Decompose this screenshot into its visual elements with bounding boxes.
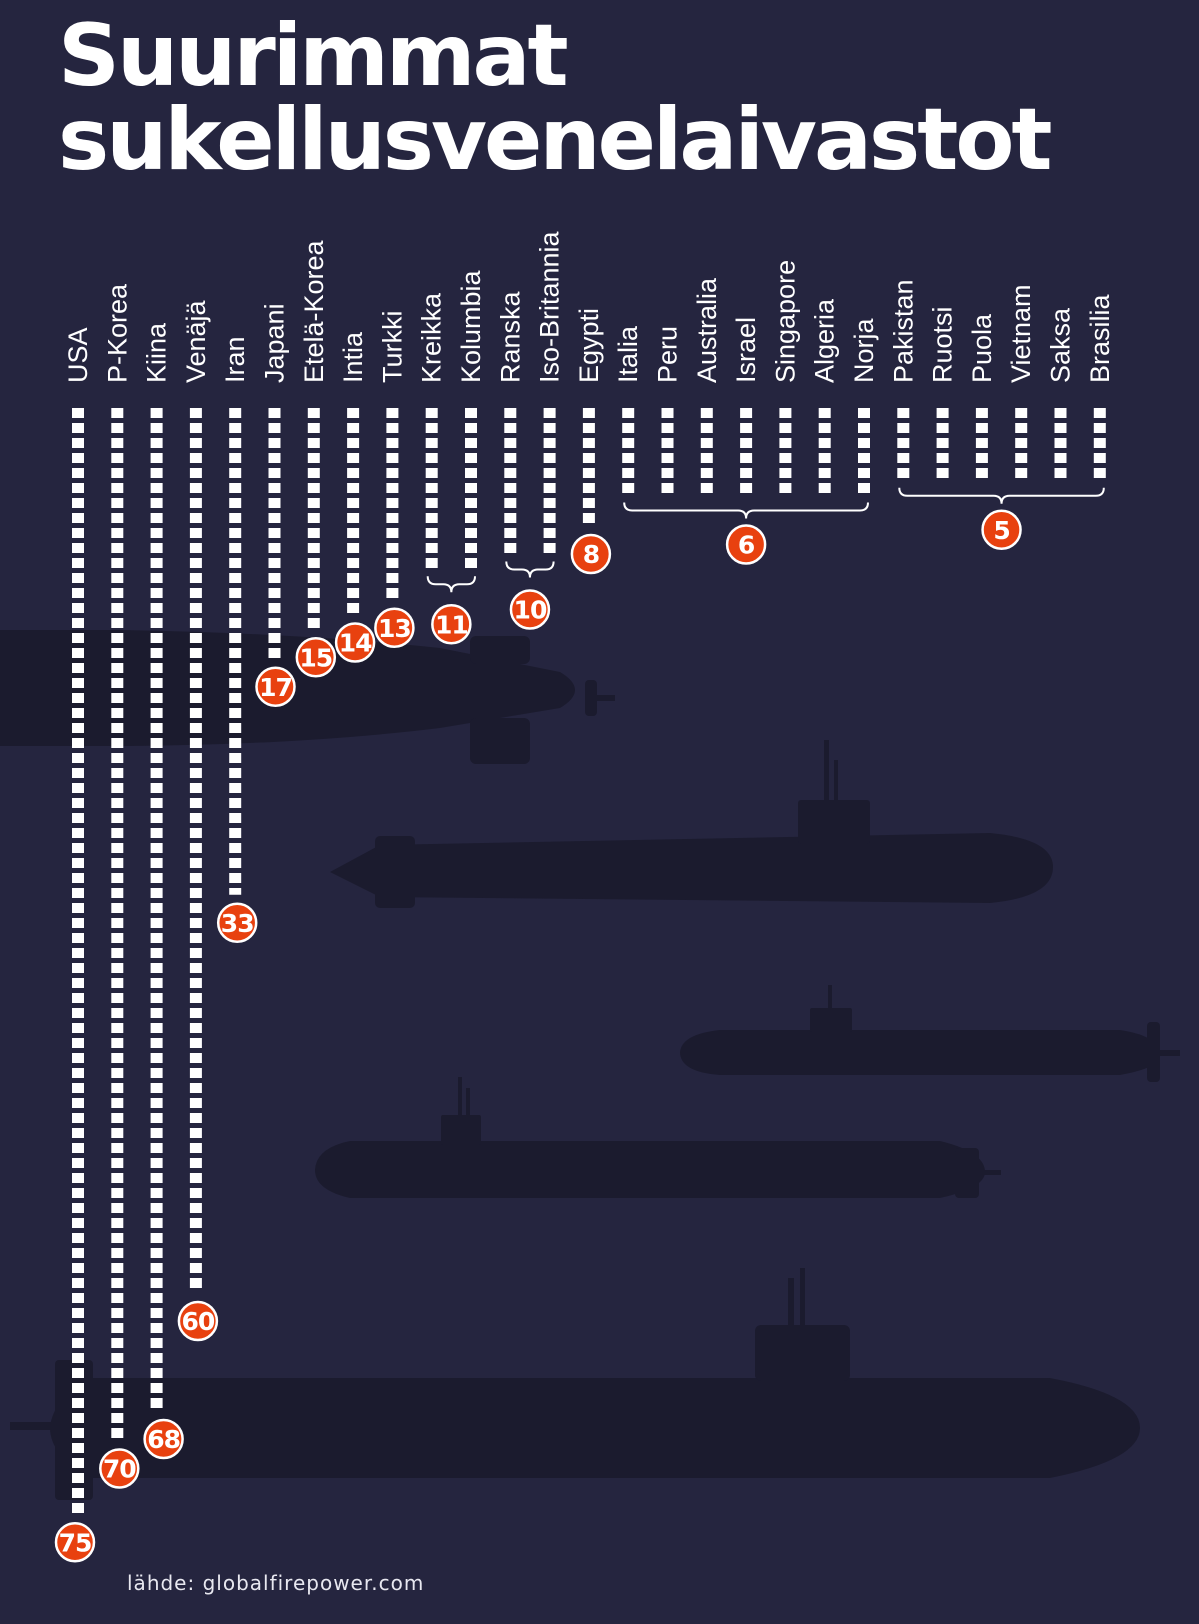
value-badge: 14: [334, 622, 376, 663]
badge-value: 33: [221, 909, 254, 938]
value-badge: 15: [295, 637, 337, 678]
badge-value: 68: [147, 1425, 180, 1454]
country-label: Australia: [692, 277, 722, 383]
value-badge: 33: [216, 902, 258, 943]
badge-value: 70: [103, 1455, 136, 1484]
badge-value: 10: [514, 596, 547, 625]
value-badge: 13: [374, 607, 415, 648]
submarine-silhouette-4: [315, 1077, 1001, 1198]
country-label: Ruotsi: [928, 306, 958, 383]
country-label: Turkki: [377, 311, 407, 384]
country-label: Iso-Britannia: [535, 230, 565, 383]
badge-circle: [143, 1418, 184, 1460]
country-label: Etelä-Korea: [299, 239, 329, 383]
badge-circle: [334, 622, 376, 663]
bars: [72, 408, 1106, 1515]
badge-circle: [431, 604, 472, 645]
country-label: Vietnam: [1006, 284, 1036, 383]
value-badge: 8: [570, 533, 612, 575]
submarine-silhouette-3: [680, 985, 1180, 1082]
country-label: Norja: [849, 317, 879, 383]
submarine-silhouettes: [0, 630, 1180, 1500]
badge-value: 14: [339, 629, 372, 658]
badge-circle: [216, 902, 258, 943]
value-badge: 75: [54, 1522, 96, 1563]
group-bracket: [623, 502, 869, 519]
country-label: Brasilia: [1085, 293, 1115, 383]
country-label: Japani: [260, 303, 290, 383]
country-label: Algeria: [810, 298, 840, 383]
value-badge: 60: [177, 1300, 219, 1342]
badge-circle: [99, 1448, 140, 1489]
value-badge: 68: [143, 1418, 184, 1460]
badge-value: 6: [738, 531, 755, 560]
value-badge: 10: [509, 589, 551, 630]
country-label: Singapore: [770, 260, 800, 383]
country-label: Kreikka: [417, 292, 447, 383]
country-label: Kiina: [142, 322, 172, 383]
badge-value: 13: [378, 614, 411, 643]
value-badge: 70: [99, 1448, 140, 1489]
country-label: USA: [63, 327, 93, 383]
title-line-1: Suurimmat: [58, 6, 569, 106]
country-label: Iran: [220, 336, 250, 383]
badge-circle: [509, 589, 551, 630]
badge-circle: [981, 509, 1022, 550]
country-label: Pakistan: [888, 279, 918, 383]
value-badge: 17: [255, 666, 296, 707]
badge-circle: [177, 1300, 219, 1342]
badge-circle: [374, 607, 415, 648]
group-bracket: [898, 487, 1105, 504]
country-labels: USA P-Korea Kiina Venäjä Iran Japani Etelä-Kor…: [63, 230, 1115, 383]
submarine-silhouette-5: [10, 1268, 1140, 1500]
title-line-2: sukellusvenelaivastot: [58, 90, 1053, 190]
badge-value: 8: [583, 540, 599, 569]
submarine-silhouette-2: [330, 740, 1053, 908]
value-badge: 6: [725, 524, 767, 565]
value-badge: 5: [981, 509, 1022, 550]
badge-value: 11: [435, 610, 468, 639]
badge-circle: [295, 637, 337, 678]
badge-value: 15: [299, 643, 332, 672]
country-label: Saksa: [1046, 307, 1076, 383]
badge-circle: [255, 666, 296, 707]
country-label: Italia: [613, 325, 643, 383]
badge-value: 75: [59, 1528, 92, 1557]
badge-value: 60: [182, 1307, 215, 1336]
country-label: Peru: [653, 326, 683, 383]
badge-circle: [570, 533, 612, 575]
value-badge: 11: [431, 604, 472, 645]
country-label: Egypti: [574, 308, 604, 383]
group-bracket: [426, 576, 476, 593]
country-label: Israel: [731, 317, 761, 383]
source-note: lähde: globalfirepower.com: [127, 1571, 425, 1595]
badge-value: 17: [259, 673, 292, 702]
country-label: Puola: [967, 313, 997, 383]
country-label: Venäjä: [181, 299, 211, 383]
country-label: Ranska: [495, 290, 525, 383]
badge-circle: [725, 524, 767, 565]
country-label: P-Korea: [102, 283, 132, 383]
page-title: Suurimmat sukellusvenelaivastot: [58, 6, 1053, 190]
badge-circle: [54, 1522, 96, 1563]
group-bracket: [505, 561, 555, 578]
badge-value: 5: [993, 516, 1009, 545]
country-label: Intia: [338, 331, 368, 383]
country-label: Kolumbia: [456, 269, 486, 383]
group-brackets: [426, 487, 1105, 593]
